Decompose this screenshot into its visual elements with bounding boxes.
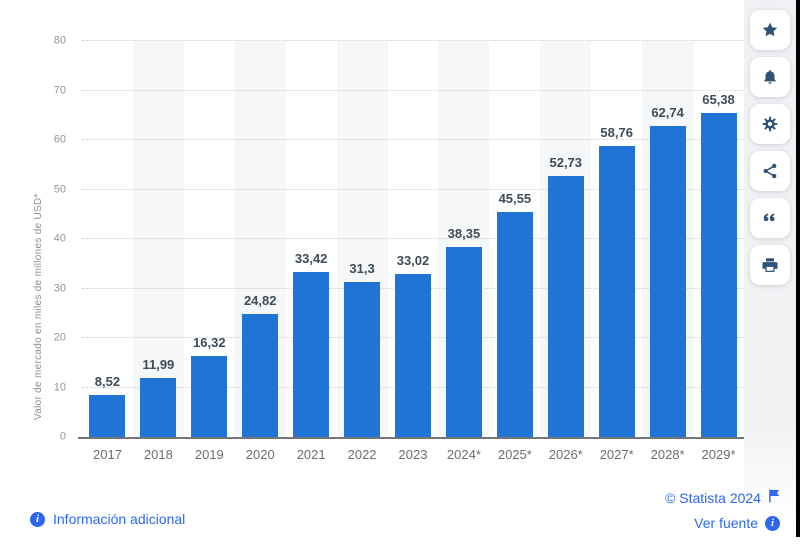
value-label: 33,02 (396, 252, 430, 268)
bar-2025[interactable] (496, 211, 533, 437)
y-axis-tick: 70 (53, 84, 66, 96)
value-label: 45,55 (498, 190, 532, 206)
x-axis-label: 2023 (398, 447, 428, 462)
citation-quote-icon (761, 209, 779, 227)
share-icon (761, 162, 779, 180)
y-axis-tick: 30 (53, 282, 66, 294)
gridline (82, 238, 744, 239)
x-axis-label: 2017 (93, 447, 122, 462)
notification-bell-icon (761, 68, 779, 86)
y-axis-tick: 50 (53, 183, 66, 195)
plot-band (132, 41, 184, 437)
cite-button[interactable] (750, 198, 790, 238)
y-axis-tick: 40 (53, 232, 66, 245)
value-label: 31,3 (349, 261, 375, 277)
bar-2026[interactable] (547, 176, 584, 437)
gridline (82, 40, 744, 41)
additional-info-link[interactable]: i Información adicional (30, 511, 185, 527)
settings-button[interactable] (750, 104, 790, 144)
window-edge (796, 0, 800, 537)
value-label: 24,82 (243, 293, 277, 309)
x-axis-label: 2019 (194, 447, 224, 462)
x-axis-line (78, 437, 744, 439)
gridline (82, 188, 744, 190)
value-label: 65,38 (702, 92, 735, 108)
y-axis-tick: 10 (53, 381, 66, 393)
x-axis-label: 2029* (701, 447, 736, 462)
bar-2017[interactable] (89, 394, 126, 437)
x-axis-label: 2025* (497, 447, 532, 462)
value-label: 16,32 (193, 335, 226, 351)
y-axis-tick: 80 (53, 34, 66, 47)
bar-2019[interactable] (191, 356, 228, 437)
bar-2023[interactable] (395, 273, 431, 437)
bar-2027[interactable] (598, 146, 635, 437)
info-icon: i (765, 515, 780, 531)
x-axis-label: 2022 (347, 447, 377, 462)
x-axis-label: 2021 (296, 447, 326, 462)
print-button[interactable] (750, 245, 790, 285)
y-axis-tick: 60 (53, 133, 66, 146)
bar-2018[interactable] (140, 377, 177, 437)
value-label: 52,73 (549, 155, 583, 170)
settings-gear-icon (761, 115, 779, 133)
view-source-link[interactable]: Ver fuente i (665, 515, 780, 531)
value-label: 62,74 (651, 105, 684, 121)
bar-2021[interactable] (293, 271, 330, 437)
print-icon (761, 256, 779, 274)
alert-button[interactable] (750, 57, 790, 97)
value-label: 38,35 (447, 226, 481, 242)
bar-2029[interactable] (700, 113, 737, 437)
y-axis-ticks: 0 10 20 30 40 50 60 70 80 (0, 35, 68, 442)
y-axis-tick: 20 (53, 331, 66, 344)
copyright-label: © Statista 2024 (665, 489, 761, 506)
additional-info-label: Información adicional (53, 511, 186, 527)
footer-right: © Statista 2024 Ver fuente i (665, 489, 780, 531)
value-label: 11,99 (142, 356, 175, 372)
x-axis-label: 2027* (599, 447, 634, 462)
x-axis-label: 2028* (650, 447, 685, 462)
plot-area: 8,52 11,99 16,32 24,82 33,42 31,3 33,02 38,35 45… (78, 40, 744, 439)
share-button[interactable] (750, 151, 790, 191)
gridline (82, 89, 744, 91)
action-toolbar (744, 0, 796, 520)
x-axis-label: 2018 (143, 447, 173, 462)
source-label: Ver fuente (694, 515, 758, 531)
bar-2022[interactable] (344, 282, 381, 437)
gridline (82, 139, 744, 140)
statista-copyright-link[interactable]: © Statista 2024 (665, 489, 780, 506)
favorite-star-icon (761, 21, 779, 39)
bar-2020[interactable] (242, 314, 279, 437)
bar-2024[interactable] (445, 247, 482, 437)
info-icon: i (30, 511, 45, 527)
flag-icon (768, 489, 780, 506)
value-label: 33,42 (294, 250, 328, 266)
value-label: 58,76 (600, 125, 633, 141)
x-axis-label: 2026* (548, 447, 583, 462)
favorite-button[interactable] (750, 10, 790, 50)
bar-2028[interactable] (649, 126, 686, 437)
value-label: 8,52 (94, 373, 121, 389)
x-axis-label: 2024* (446, 447, 481, 462)
y-axis-tick: 0 (59, 430, 66, 443)
x-axis-label: 2020 (245, 447, 275, 462)
x-axis-labels: 2017 2018 2019 2020 2021 2022 2023 2024* 2025* 20… (82, 447, 744, 465)
